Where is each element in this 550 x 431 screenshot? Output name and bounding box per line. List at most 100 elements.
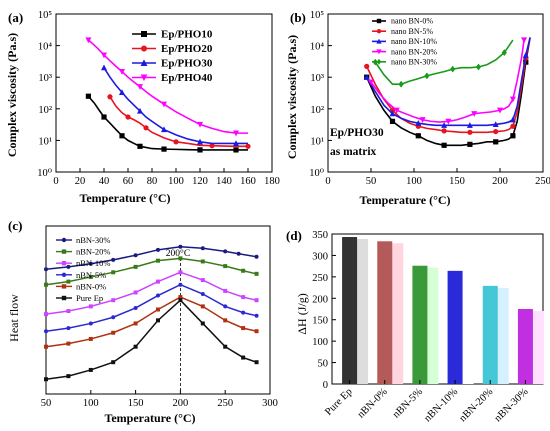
legend-marker-c [61, 295, 67, 301]
y-axis-label-a: Complex viscosity (Pa.s) [5, 33, 19, 157]
x-axis-label-b: Temperature (°C) [359, 193, 450, 207]
y-tick-label-a: 10² [38, 105, 52, 116]
data-point-a [119, 133, 125, 139]
x-tick-label-d: nBN-0% [356, 386, 390, 420]
data-point-c [156, 293, 160, 298]
x-tick-label-a: 100 [168, 176, 184, 187]
x-tick-label-c: 200 [173, 398, 189, 409]
data-point-c [111, 298, 116, 303]
data-point-c [111, 360, 116, 365]
data-point-c [66, 264, 71, 269]
y-tick-label-b: 10¹ [310, 136, 324, 147]
data-point-b [497, 107, 503, 114]
x-tick-label-a: 0 [53, 176, 58, 187]
data-point-c [178, 282, 183, 287]
y-tick-label-d: 50 [318, 359, 329, 370]
annotation-line-2-b: as matrix [330, 146, 377, 158]
data-point-c [133, 305, 138, 310]
data-point-b [393, 107, 400, 114]
data-point-c [241, 355, 246, 360]
data-point-c [241, 295, 246, 300]
data-point-b [466, 122, 473, 128]
data-point-b [509, 116, 516, 123]
x-tick-label-b: 250 [535, 176, 550, 187]
x-tick-label-d: nBN-5% [391, 386, 425, 420]
data-point-b [467, 129, 473, 135]
y-tick-label-d: 150 [312, 316, 328, 327]
series-line-a [109, 96, 248, 148]
data-point-c [66, 341, 71, 346]
data-point-a [161, 101, 167, 108]
y-tick-label-d: 100 [312, 337, 328, 348]
data-point-c [44, 329, 48, 334]
data-point-c [200, 292, 205, 296]
data-point-b [493, 128, 499, 135]
series-line-a [103, 67, 248, 145]
data-point-c [178, 298, 183, 303]
data-point-c [223, 344, 228, 349]
legend-marker-b [376, 49, 382, 55]
data-point-a [161, 146, 167, 152]
y-tick-label-b: 10⁰ [309, 168, 324, 179]
legend-label-a: Ep/PHO30 [161, 58, 213, 70]
bar-d [447, 270, 463, 384]
y-tick-label-d: 200 [312, 294, 328, 305]
series-line-c [45, 299, 257, 380]
y-axis-label-d: ΔH (J/g) [295, 293, 309, 334]
x-tick-label-b: 100 [406, 176, 422, 187]
y-tick-label-b: 10³ [310, 73, 324, 84]
legend-marker-c [61, 272, 67, 277]
chart-panel-a: 0 20 40 60 80 100 120 140 160 180 10⁰ 10¹ 10² 10³ 10⁴ 1… [5, 10, 280, 205]
legend-label-b: nano BN-20% [391, 47, 437, 56]
bar-d [377, 241, 393, 384]
legend-label-a: Ep/PHO40 [161, 72, 213, 84]
data-point-c [156, 258, 160, 263]
data-point-b [363, 74, 370, 80]
legend-label-c: nBN-30% [76, 235, 110, 245]
x-tick-label-c: 150 [128, 398, 144, 409]
data-point-c [200, 278, 205, 283]
legend-label-a: Ep/PHO10 [161, 29, 213, 41]
legend-marker-a [141, 45, 147, 52]
data-point-a [85, 93, 91, 99]
data-point-a [161, 126, 167, 133]
data-point-b [510, 123, 516, 129]
data-point-c [178, 256, 183, 261]
data-point-c [223, 249, 228, 254]
data-point-b [368, 79, 374, 86]
data-point-c [254, 313, 259, 318]
data-point-b [445, 118, 452, 125]
data-point-a [101, 64, 107, 71]
legend-marker-b [376, 38, 382, 44]
data-point-c [88, 367, 93, 372]
y-tick-label-a: 10⁰ [37, 168, 52, 179]
data-point-c [44, 377, 48, 382]
y-tick-label-a: 10³ [38, 73, 52, 84]
data-point-b [389, 110, 396, 117]
data-point-c [223, 318, 228, 323]
x-tick-label-c: 250 [217, 398, 233, 409]
data-point-c [254, 271, 259, 276]
data-point-c [111, 330, 116, 335]
x-tick-label-d: nBN-30% [493, 386, 531, 424]
bar-d [517, 309, 533, 384]
data-point-c [88, 261, 93, 266]
data-point-c [223, 264, 228, 269]
x-axis-label-c: Temperature (°C) [104, 411, 195, 425]
series-line-b [365, 37, 531, 147]
data-point-b [492, 121, 499, 128]
legend-marker-c [61, 249, 67, 254]
legend-marker-c [61, 237, 67, 243]
data-point-b [493, 139, 499, 145]
y-tick-label-a: 10¹ [38, 136, 52, 147]
data-point-c [254, 360, 259, 365]
data-point-a [197, 147, 203, 153]
x-tick-label-c: 100 [83, 398, 99, 409]
y-axis-label-c: Heat flow [7, 294, 21, 342]
x-tick-label-c: 50 [41, 398, 52, 409]
data-point-c [111, 315, 116, 320]
data-point-a [137, 107, 143, 114]
data-point-c [66, 279, 71, 284]
data-point-c [156, 279, 160, 284]
data-point-a [137, 84, 143, 90]
